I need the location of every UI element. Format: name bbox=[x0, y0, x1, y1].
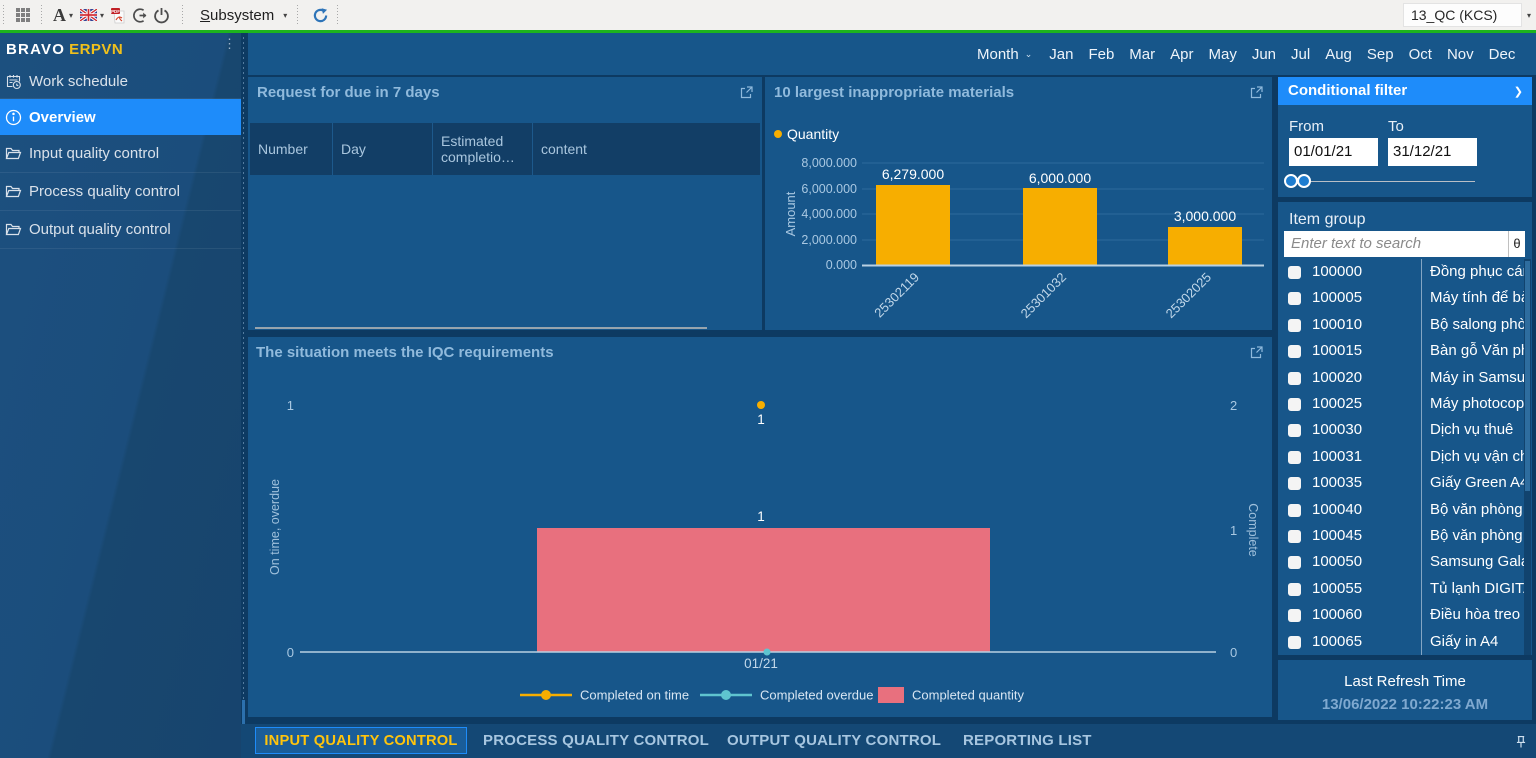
svg-text:Complete: Complete bbox=[1246, 503, 1260, 557]
svg-text:1: 1 bbox=[287, 398, 294, 413]
svg-text:PDF: PDF bbox=[111, 8, 120, 13]
svg-text:25301032: 25301032 bbox=[1018, 270, 1070, 322]
svg-text:1: 1 bbox=[757, 509, 765, 524]
svg-text:01/21: 01/21 bbox=[744, 656, 778, 671]
svg-text:Completed quantity: Completed quantity bbox=[912, 688, 1025, 703]
svg-text:0: 0 bbox=[1230, 645, 1237, 660]
svg-text:Quantity: Quantity bbox=[787, 126, 839, 142]
svg-text:On time, overdue: On time, overdue bbox=[268, 479, 282, 575]
svg-text:0.000: 0.000 bbox=[826, 258, 857, 272]
svg-text:4,000.000: 4,000.000 bbox=[801, 207, 857, 221]
svg-text:2: 2 bbox=[1230, 398, 1237, 413]
svg-text:8,000.000: 8,000.000 bbox=[801, 156, 857, 170]
svg-text:6,279.000: 6,279.000 bbox=[882, 166, 944, 182]
svg-text:Completed overdue: Completed overdue bbox=[760, 688, 873, 703]
svg-text:1: 1 bbox=[1230, 523, 1237, 538]
svg-text:6,000.000: 6,000.000 bbox=[1029, 170, 1091, 186]
svg-text:Amount: Amount bbox=[783, 191, 798, 236]
svg-text:6,000.000: 6,000.000 bbox=[801, 182, 857, 196]
svg-text:0: 0 bbox=[287, 645, 294, 660]
svg-text:25302119: 25302119 bbox=[871, 270, 922, 321]
svg-text:2,000.000: 2,000.000 bbox=[801, 233, 857, 247]
svg-text:25302025: 25302025 bbox=[1163, 270, 1215, 322]
svg-text:Completed on time: Completed on time bbox=[580, 688, 689, 703]
svg-text:1: 1 bbox=[757, 412, 765, 427]
svg-text:3,000.000: 3,000.000 bbox=[1174, 208, 1236, 224]
